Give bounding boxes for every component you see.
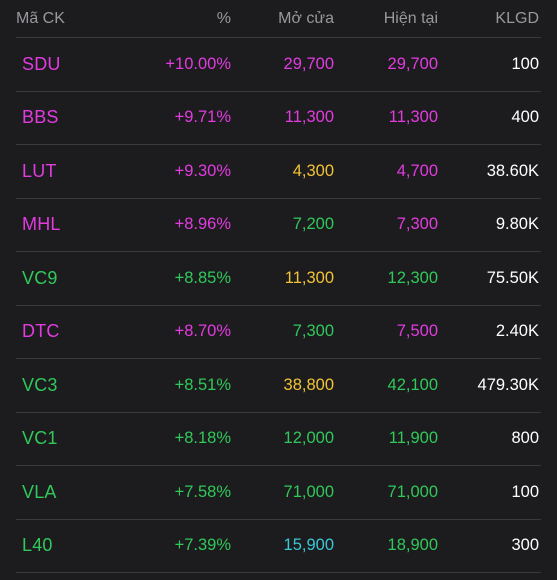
- table-row[interactable]: VC1 +8.18% 12,000 11,900 800: [16, 413, 541, 466]
- table-row[interactable]: MHL +8.96% 7,200 7,300 9.80K: [16, 199, 541, 252]
- cell-symbol: VLA: [22, 481, 57, 502]
- cell-current: 12,300: [387, 268, 438, 287]
- cell-open: 71,000: [283, 482, 334, 501]
- cell-open: 38,800: [283, 375, 334, 394]
- table-row[interactable]: L40 +7.39% 15,900 18,900 300: [16, 520, 541, 573]
- cell-percent: +8.51%: [174, 375, 231, 394]
- table-row[interactable]: VC3 +8.51% 38,800 42,100 479.30K: [16, 359, 541, 413]
- cell-percent: +7.58%: [174, 482, 231, 501]
- column-header-current[interactable]: Hiện tại: [383, 9, 438, 27]
- table-row[interactable]: DTC +8.70% 7,300 7,500 2.40K: [16, 306, 541, 359]
- column-header-volume[interactable]: KLGD: [495, 9, 539, 27]
- cell-volume: 400: [511, 108, 539, 127]
- cell-symbol: MHL: [22, 214, 61, 235]
- cell-symbol: SDU: [22, 53, 61, 74]
- table-row[interactable]: BBS +9.71% 11,300 11,300 400: [16, 92, 541, 145]
- cell-symbol: L40: [22, 535, 53, 556]
- table-row[interactable]: VC9 +8.85% 11,300 12,300 75.50K: [16, 252, 541, 306]
- cell-symbol: DTC: [22, 321, 60, 342]
- cell-percent: +7.39%: [174, 536, 231, 555]
- cell-current: 18,900: [387, 536, 438, 555]
- cell-current: 42,100: [387, 375, 438, 394]
- column-header-open[interactable]: Mở cửa: [278, 9, 334, 27]
- cell-percent: +8.18%: [174, 429, 231, 448]
- cell-percent: +8.85%: [174, 268, 231, 287]
- column-header-percent[interactable]: %: [216, 9, 231, 27]
- cell-current: 29,700: [387, 54, 438, 73]
- cell-volume: 2.40K: [495, 322, 539, 341]
- table-row[interactable]: SDU +10.00% 29,700 29,700 100: [16, 38, 541, 92]
- cell-volume: 479.30K: [477, 375, 539, 394]
- cell-current: 11,900: [388, 429, 438, 448]
- cell-symbol: VC9: [22, 267, 58, 288]
- cell-current: 11,300: [388, 108, 438, 127]
- cell-current: 7,300: [396, 215, 438, 234]
- cell-percent: +10.00%: [165, 54, 231, 73]
- cell-volume: 300: [511, 536, 539, 555]
- cell-open: 7,300: [292, 322, 334, 341]
- cell-current: 4,700: [396, 161, 438, 180]
- cell-volume: 800: [511, 429, 539, 448]
- cell-percent: +8.70%: [174, 322, 231, 341]
- cell-percent: +8.96%: [174, 215, 231, 234]
- cell-open: 12,000: [283, 429, 334, 448]
- cell-open: 4,300: [292, 161, 334, 180]
- cell-symbol: BBS: [22, 107, 59, 128]
- cell-volume: 38.60K: [486, 161, 539, 180]
- column-header-symbol[interactable]: Mã CK: [16, 9, 65, 27]
- cell-percent: +9.30%: [174, 161, 231, 180]
- cell-volume: 75.50K: [486, 268, 539, 287]
- cell-symbol: LUT: [22, 160, 57, 181]
- cell-current: 71,000: [387, 482, 438, 501]
- cell-open: 11,300: [284, 108, 334, 127]
- cell-percent: +9.71%: [174, 108, 231, 127]
- cell-open: 11,300: [284, 268, 334, 287]
- table-header: Mã CK % Mở cửa Hiện tại KLGD: [16, 0, 541, 38]
- cell-open: 7,200: [292, 215, 334, 234]
- cell-volume: 9.80K: [495, 215, 539, 234]
- cell-symbol: VC1: [22, 428, 58, 449]
- cell-open: 29,700: [283, 54, 334, 73]
- cell-volume: 100: [511, 482, 539, 501]
- cell-volume: 100: [511, 54, 539, 73]
- table-body: SDU +10.00% 29,700 29,700 100 BBS +9.71% 11,300…: [16, 38, 541, 573]
- cell-symbol: VC3: [22, 374, 58, 395]
- table-row[interactable]: VLA +7.58% 71,000 71,000 100: [16, 466, 541, 520]
- table-row[interactable]: LUT +9.30% 4,300 4,700 38.60K: [16, 145, 541, 199]
- cell-open: 15,900: [283, 536, 334, 555]
- cell-current: 7,500: [396, 322, 438, 341]
- stock-table: Mã CK % Mở cửa Hiện tại KLGD SDU +10.00% 2…: [16, 0, 541, 573]
